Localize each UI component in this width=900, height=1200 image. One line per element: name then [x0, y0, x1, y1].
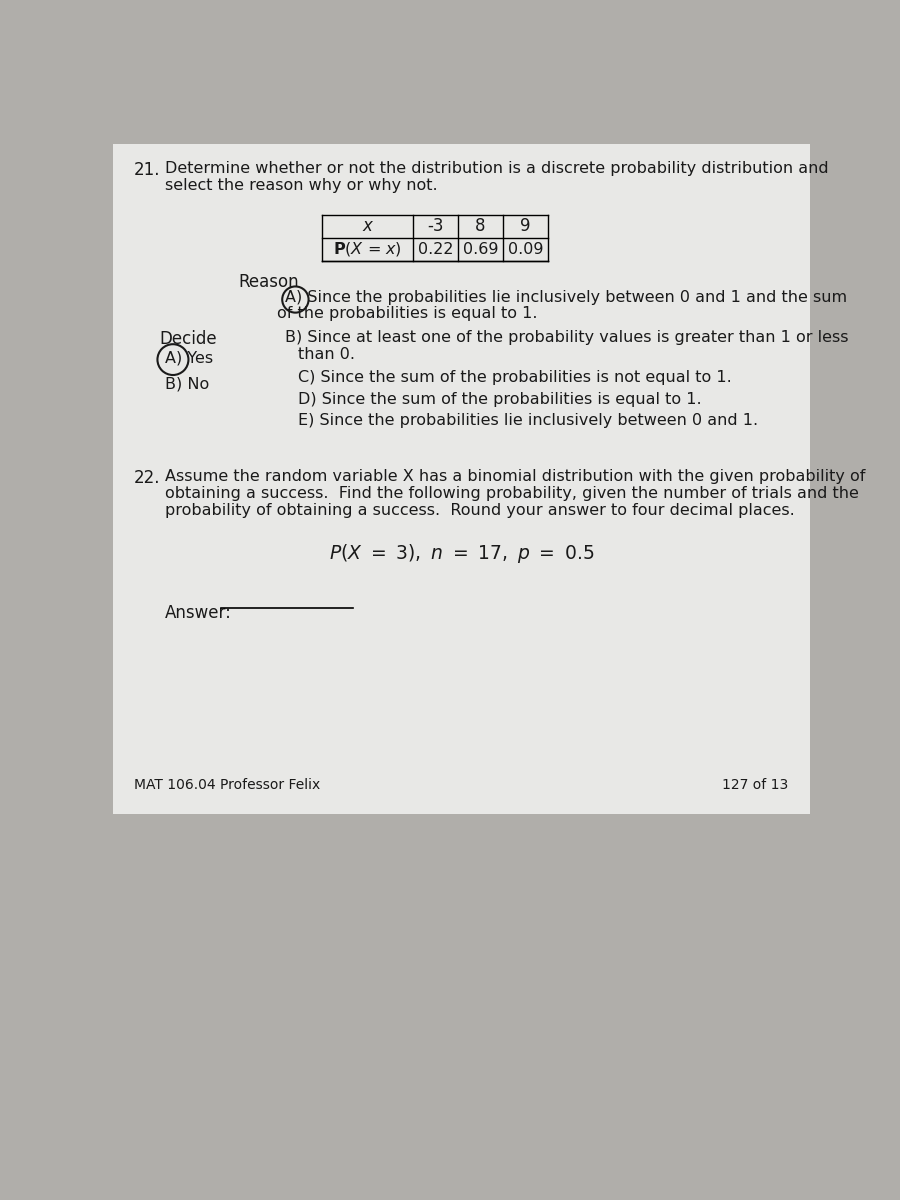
- Text: 0.09: 0.09: [508, 242, 544, 257]
- Text: 22.: 22.: [134, 469, 161, 487]
- Text: $P(X\ =\ 3),\ n\ =\ 17,\ p\ =\ 0.5$: $P(X\ =\ 3),\ n\ =\ 17,\ p\ =\ 0.5$: [328, 542, 594, 565]
- Text: select the reason why or why not.: select the reason why or why not.: [166, 178, 437, 193]
- Text: Decide: Decide: [159, 330, 217, 348]
- Text: obtaining a success.  Find the following probability, given the number of trials: obtaining a success. Find the following …: [166, 486, 859, 500]
- Text: $\mathbf{P}$($X$ = $x$): $\mathbf{P}$($X$ = $x$): [333, 240, 402, 258]
- Text: B) No: B) No: [166, 377, 210, 391]
- Text: probability of obtaining a success.  Round your answer to four decimal places.: probability of obtaining a success. Roun…: [166, 503, 795, 518]
- Text: x: x: [363, 217, 373, 235]
- Text: than 0.: than 0.: [299, 347, 356, 361]
- Text: MAT 106.04 Professor Felix: MAT 106.04 Professor Felix: [134, 779, 320, 792]
- Text: Assume the random variable X has a binomial distribution with the given probabil: Assume the random variable X has a binom…: [166, 469, 866, 484]
- Text: of the probabilities is equal to 1.: of the probabilities is equal to 1.: [277, 306, 537, 322]
- Text: B) Since at least one of the probability values is greater than 1 or less: B) Since at least one of the probability…: [284, 330, 848, 346]
- Text: A) Since the probabilities lie inclusively between 0 and 1 and the sum: A) Since the probabilities lie inclusive…: [284, 290, 847, 305]
- Text: Answer:: Answer:: [166, 604, 232, 622]
- Text: A) Yes: A) Yes: [166, 350, 213, 365]
- Text: D) Since the sum of the probabilities is equal to 1.: D) Since the sum of the probabilities is…: [299, 392, 702, 407]
- Text: 8: 8: [475, 217, 486, 235]
- Text: Reason: Reason: [238, 272, 299, 290]
- Text: Determine whether or not the distribution is a discrete probability distribution: Determine whether or not the distributio…: [166, 161, 829, 176]
- Text: E) Since the probabilities lie inclusively between 0 and 1.: E) Since the probabilities lie inclusive…: [299, 414, 759, 428]
- Text: -3: -3: [428, 217, 444, 235]
- Text: 0.22: 0.22: [418, 242, 454, 257]
- FancyBboxPatch shape: [112, 144, 810, 814]
- Text: C) Since the sum of the probabilities is not equal to 1.: C) Since the sum of the probabilities is…: [299, 371, 733, 385]
- Text: 127 of 13: 127 of 13: [722, 779, 788, 792]
- Text: 0.69: 0.69: [463, 242, 499, 257]
- Text: 9: 9: [520, 217, 531, 235]
- Text: 21.: 21.: [134, 161, 161, 179]
